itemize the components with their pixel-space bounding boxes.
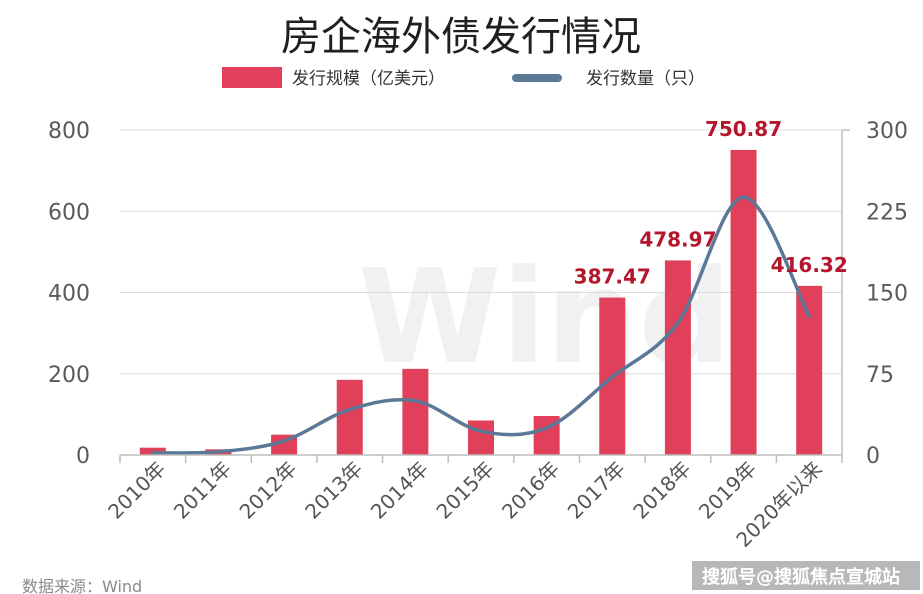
x-tick-label: 2015年 — [431, 457, 498, 524]
bar — [468, 420, 494, 455]
legend-line-swatch — [512, 74, 562, 82]
y-right-tick-label: 225 — [866, 200, 908, 225]
source-note: 数据来源：Wind — [22, 577, 142, 594]
x-tick-label: 2010年 — [103, 457, 170, 524]
y-axis-left: 0 200 400 600 800 — [48, 119, 90, 469]
bar-series — [139, 149, 823, 456]
line-point — [348, 407, 352, 412]
x-axis: 2010年2011年2012年2013年2014年2015年2016年2017年… — [103, 454, 843, 552]
y-left-tick-label: 200 — [48, 363, 90, 388]
line-point — [282, 439, 286, 443]
data-labels: 387.47 478.97 750.87 416.32 — [574, 117, 848, 289]
legend-line-label: 发行数量（只） — [586, 69, 705, 89]
line-point — [545, 426, 549, 430]
y-left-tick-label: 0 — [76, 444, 90, 469]
bar — [336, 379, 363, 455]
line-series — [151, 195, 811, 455]
y-right-tick-label: 150 — [866, 282, 908, 307]
line-point — [479, 429, 483, 433]
line-point — [610, 375, 614, 379]
chart-legend: 发行规模（亿美元） 发行数量（只） — [222, 67, 705, 89]
data-label: 416.32 — [771, 253, 848, 277]
line-point — [676, 321, 680, 325]
bar — [796, 285, 823, 455]
y-right-tick-label: 0 — [866, 444, 880, 469]
credit-backdrop — [692, 561, 920, 590]
legend-bar-swatch — [222, 67, 282, 88]
line-point — [216, 450, 221, 454]
chart-title: 房企海外债发行情况 — [281, 14, 641, 60]
line-point — [151, 451, 155, 455]
x-tick-label: 2019年 — [694, 457, 761, 524]
y-left-tick-label: 600 — [48, 200, 90, 225]
x-tick-label: 2013年 — [300, 457, 367, 524]
x-tick-label: 2014年 — [366, 457, 433, 524]
bar — [402, 368, 429, 455]
x-tick-label: 2017年 — [563, 457, 630, 524]
legend-bar-label: 发行规模（亿美元） — [292, 69, 445, 89]
bar — [664, 260, 691, 455]
line-point — [807, 314, 811, 318]
x-tick-label: 2011年 — [169, 457, 236, 524]
x-tick-label: 2018年 — [628, 457, 695, 524]
x-tick-label: 2016年 — [497, 457, 564, 524]
line-point — [741, 195, 746, 199]
y-left-tick-label: 400 — [48, 282, 90, 307]
line-path — [151, 195, 811, 455]
data-label: 750.87 — [705, 117, 782, 141]
x-tick-label: 2012年 — [235, 457, 302, 524]
y-axis-right: 0 75 150 225 300 — [841, 119, 908, 469]
line-point — [413, 399, 417, 403]
data-label: 478.97 — [639, 227, 716, 251]
y-right-tick-label: 75 — [866, 363, 894, 388]
data-label: 387.47 — [574, 265, 651, 289]
credit-text: 搜狐号@搜狐焦点宣城站 — [702, 566, 900, 588]
grid-lines — [120, 129, 842, 375]
y-right-tick-label: 300 — [866, 119, 908, 144]
y-left-tick-label: 800 — [48, 119, 90, 144]
